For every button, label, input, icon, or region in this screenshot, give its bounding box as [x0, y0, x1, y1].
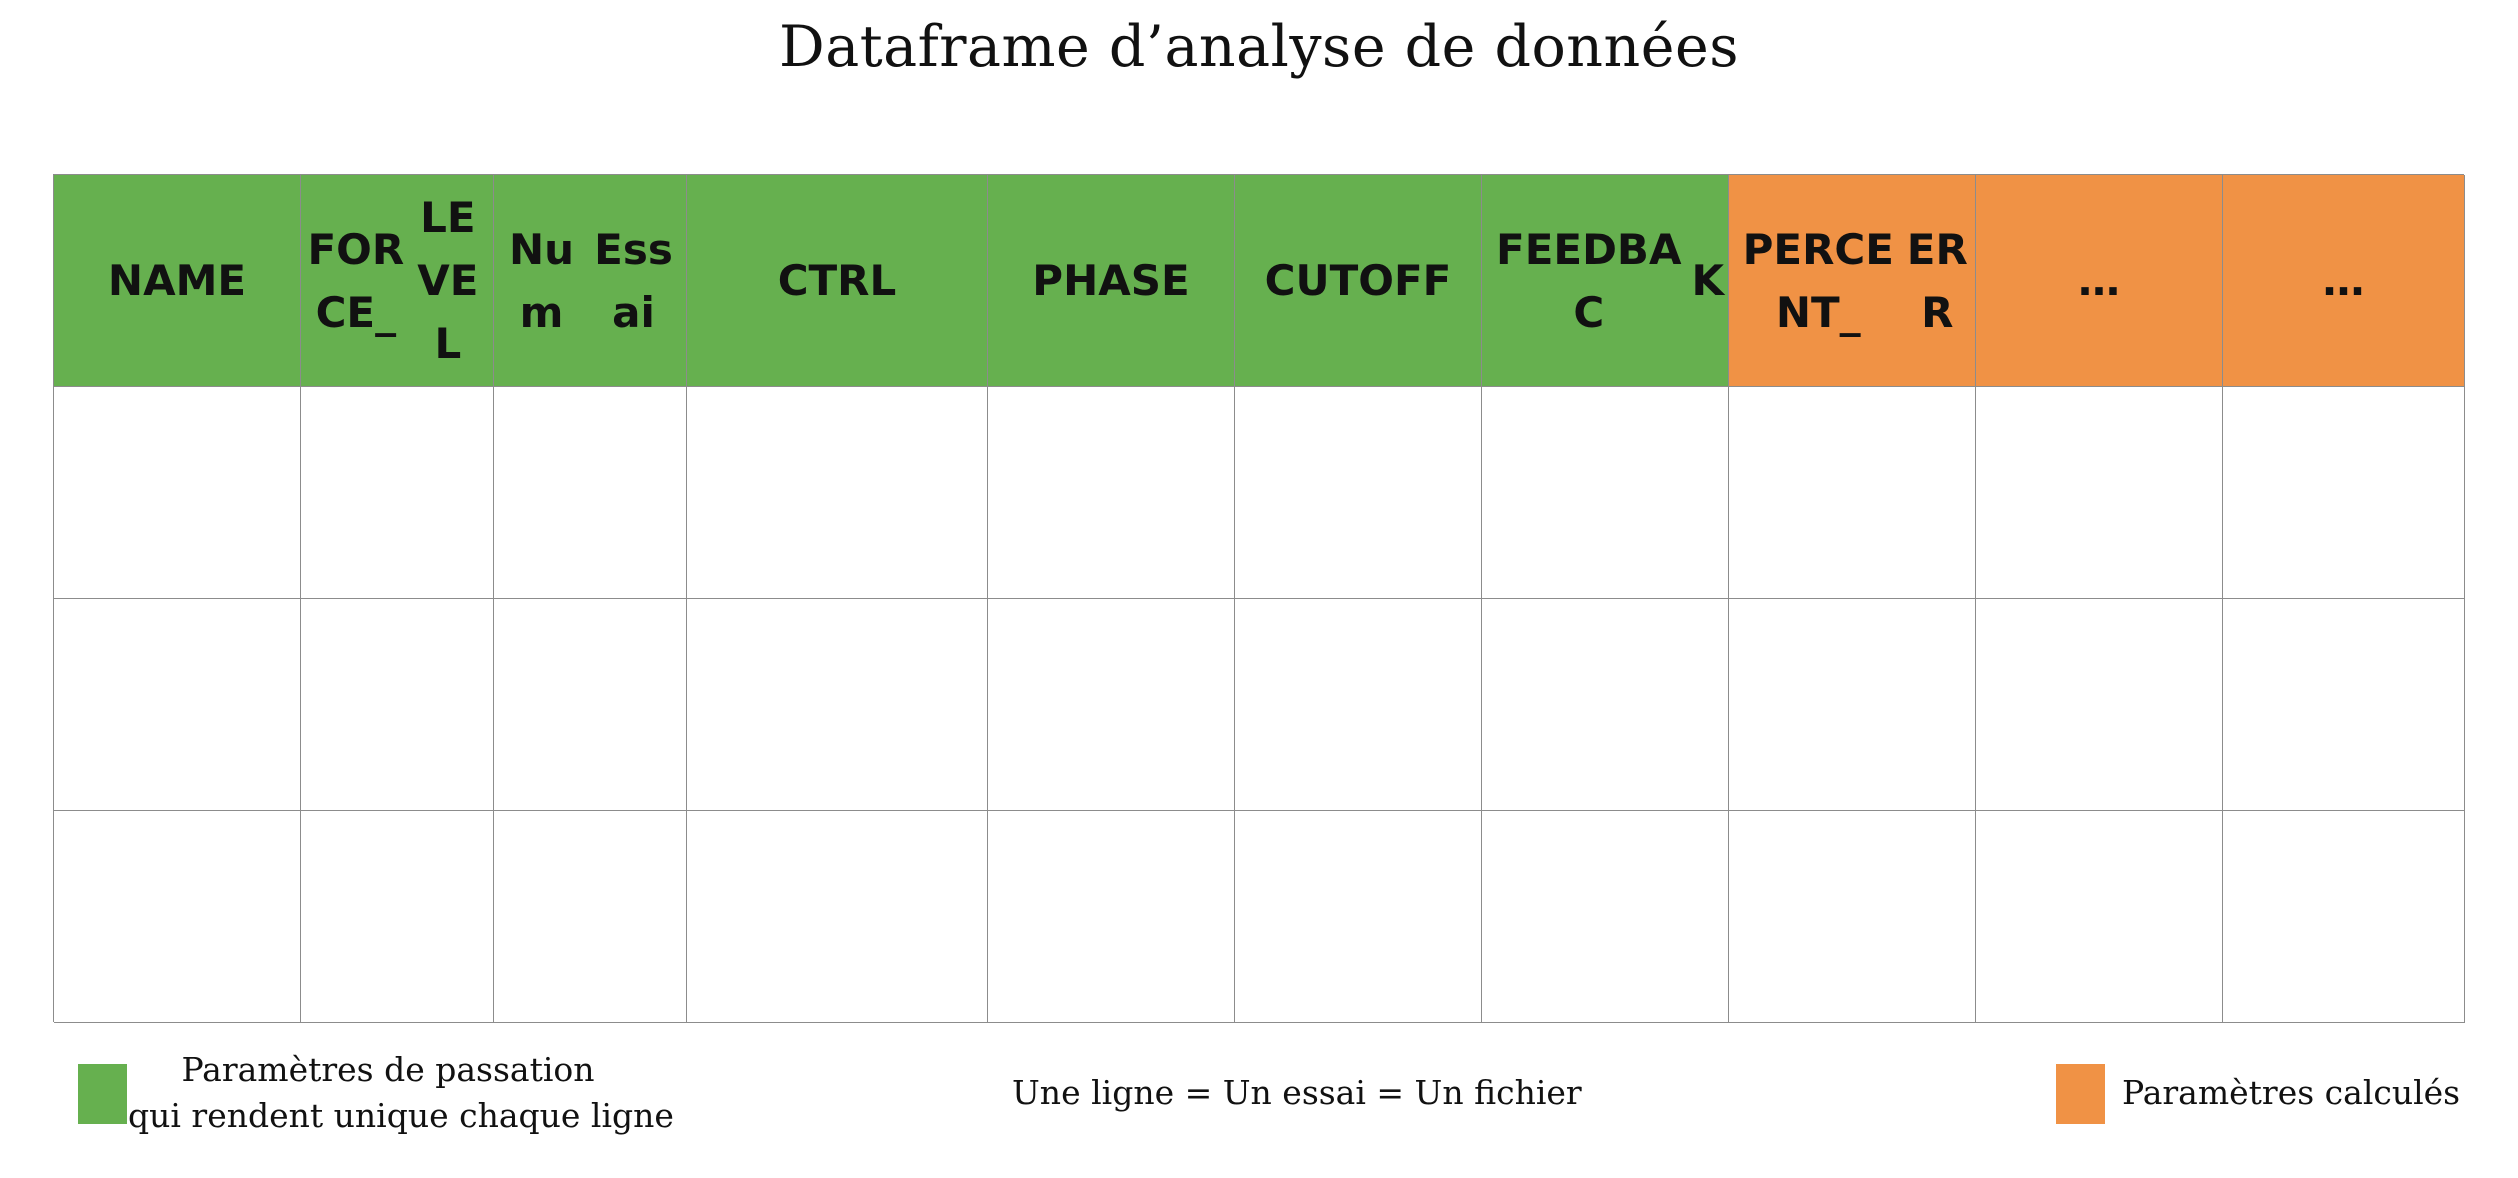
table-cell — [687, 599, 988, 811]
table-cell — [1976, 387, 2223, 599]
table-cell — [2223, 599, 2465, 811]
column-header-text: Num — [508, 224, 575, 337]
table-cell — [2223, 811, 2465, 1023]
table-cell — [54, 811, 301, 1023]
legend-label-input-line2: qui rendent unique chaque ligne — [128, 1096, 674, 1135]
dataframe-table: NAME FORCE_ LEVEL Num Essai CTRL PHASE CUTOFF FE… — [53, 174, 2465, 1023]
column-header-9: … — [1976, 175, 2223, 387]
column-header-text: PERCENT_ — [1742, 224, 1894, 337]
table-cell — [54, 387, 301, 599]
legend-label-computed-params: Paramètres calculés — [2122, 1073, 2461, 1112]
table-cell — [1482, 387, 1729, 599]
column-header-text: CTRL — [777, 256, 897, 305]
column-header-text: … — [2322, 256, 2365, 305]
table-cell — [988, 599, 1235, 811]
column-header-10: … — [2223, 175, 2465, 387]
column-header-text: Essai — [594, 224, 673, 337]
legend-label-input-params: Paramètres de passation qui rendent uniq… — [128, 1047, 674, 1139]
column-header-text: FORCE_ — [307, 224, 405, 337]
column-header-1: NAME — [54, 175, 301, 387]
column-header-6: CUTOFF — [1235, 175, 1482, 387]
column-header-7: FEEDBAC K — [1482, 175, 1729, 387]
legend-swatch-input-params — [78, 1064, 127, 1124]
table-cell — [1976, 599, 2223, 811]
table-cell — [687, 387, 988, 599]
column-header-text: K — [1691, 256, 1724, 305]
table-cell — [1482, 811, 1729, 1023]
table-cell — [988, 387, 1235, 599]
column-header-text: LEVEL — [417, 193, 479, 368]
column-header-4: CTRL — [687, 175, 988, 387]
table-cell — [1729, 387, 1976, 599]
table-cell — [54, 599, 301, 811]
table-cell — [988, 811, 1235, 1023]
column-header-8: PERCENT_ ERR — [1729, 175, 1976, 387]
column-header-2: FORCE_ LEVEL — [301, 175, 494, 387]
table-cell — [494, 387, 687, 599]
table-cell — [687, 811, 988, 1023]
column-header-text: FEEDBAC — [1496, 224, 1682, 337]
column-header-text: … — [2078, 256, 2120, 305]
table-cell — [1235, 811, 1482, 1023]
table-cell — [1235, 599, 1482, 811]
column-header-3: Num Essai — [494, 175, 687, 387]
column-header-text: CUTOFF — [1264, 256, 1452, 305]
diagram-title: Dataframe d’analyse de données — [779, 14, 1739, 80]
column-header-text: PHASE — [1032, 256, 1190, 305]
table-cell — [1729, 599, 1976, 811]
table-cell — [494, 811, 687, 1023]
column-header-text: NAME — [107, 256, 247, 305]
column-header-5: PHASE — [988, 175, 1235, 387]
table-cell — [1235, 387, 1482, 599]
table-cell — [301, 387, 494, 599]
legend-label-input-line1: Paramètres de passation — [181, 1050, 595, 1089]
table-cell — [301, 599, 494, 811]
table-cell — [1976, 811, 2223, 1023]
table-cell — [494, 599, 687, 811]
table-cell — [2223, 387, 2465, 599]
table-cell — [1729, 811, 1976, 1023]
table-cell — [301, 811, 494, 1023]
table-cell — [1482, 599, 1729, 811]
legend-center-note: Une ligne = Un essai = Un fichier — [1012, 1073, 1582, 1112]
column-header-text: ERR — [1906, 224, 1968, 337]
legend-swatch-computed-params — [2056, 1064, 2105, 1124]
